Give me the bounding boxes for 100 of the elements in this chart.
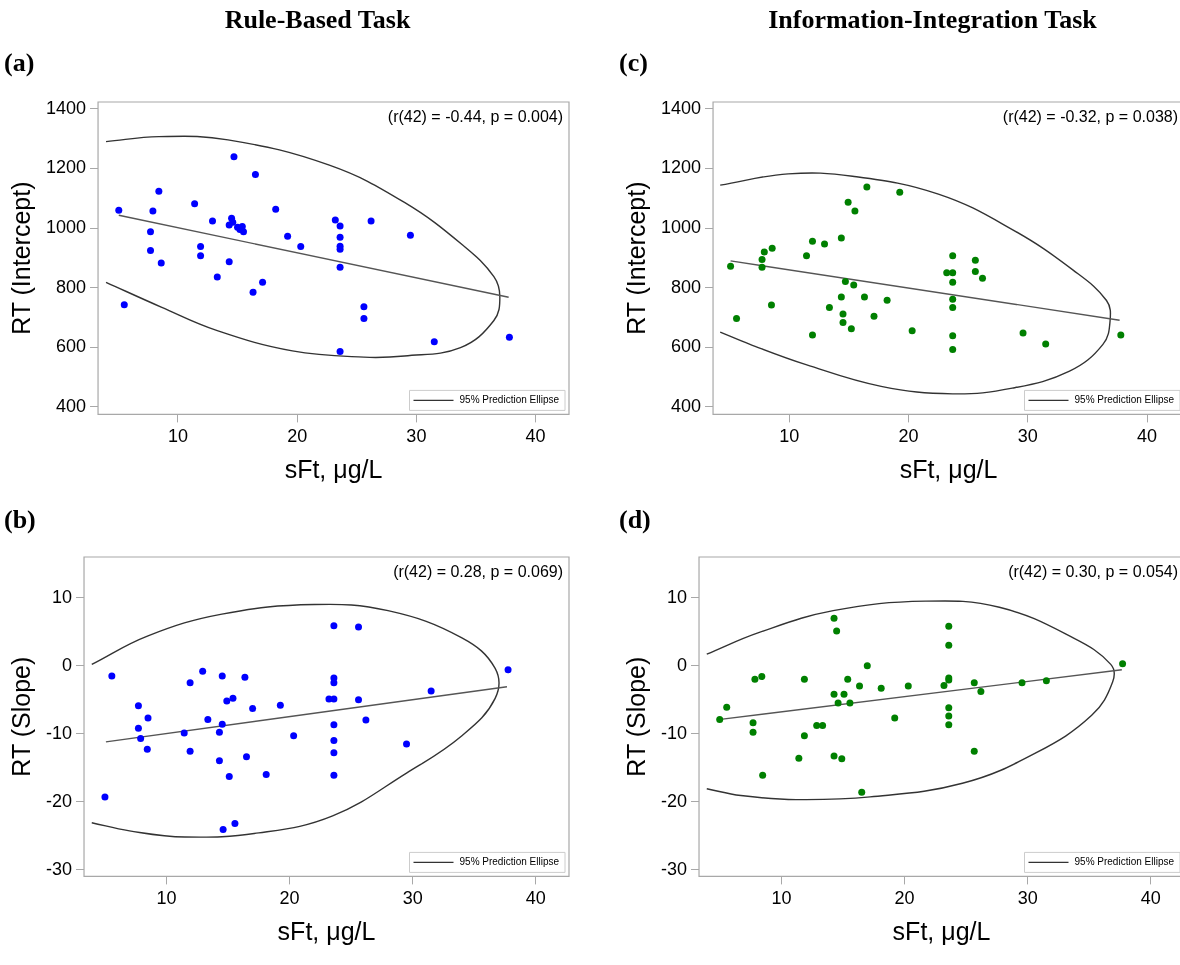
point	[360, 314, 368, 322]
point	[850, 281, 858, 289]
point	[272, 205, 280, 213]
point	[360, 303, 368, 311]
point	[330, 736, 338, 744]
point	[505, 333, 513, 341]
point	[945, 712, 953, 720]
y-tick-label: -10	[46, 722, 73, 743]
point	[137, 734, 145, 742]
point	[143, 745, 151, 753]
point	[430, 338, 438, 346]
point	[760, 248, 768, 256]
point	[330, 622, 338, 630]
point	[949, 303, 957, 311]
point	[229, 694, 237, 702]
x-tick-label: 30	[406, 426, 427, 447]
annotation: (r(42) = -0.44, p = 0.004)	[387, 108, 563, 126]
line-series	[105, 135, 501, 359]
y-tick-label: 1000	[661, 217, 702, 238]
point	[949, 332, 957, 340]
y-axis-title: RT (Intercept)	[6, 181, 35, 335]
point	[949, 278, 957, 286]
point	[883, 296, 891, 304]
point	[943, 269, 951, 277]
y-tick-label: 400	[56, 395, 87, 416]
point	[949, 345, 957, 353]
point	[155, 187, 163, 195]
point	[977, 688, 985, 696]
point	[847, 325, 855, 333]
point	[197, 252, 205, 260]
x-tick-label: 30	[1017, 426, 1038, 447]
point	[1019, 329, 1027, 337]
point	[406, 231, 414, 239]
point	[199, 667, 207, 675]
point	[355, 696, 363, 704]
chart-title: Information-Integration Task	[767, 4, 1098, 36]
x-tick-label: 30	[1017, 888, 1038, 909]
y-tick-label: 800	[56, 276, 87, 297]
x-tick-label: 20	[279, 888, 300, 909]
legend-label: 95% Prediction Ellipse	[1074, 856, 1175, 868]
y-tick-label: 1400	[661, 97, 702, 118]
point	[758, 263, 766, 271]
point	[800, 675, 808, 683]
point	[284, 232, 292, 240]
y-axis-title: RT (Intercept)	[621, 181, 650, 335]
y-axis-title: RT (Slope)	[6, 656, 35, 777]
point	[213, 273, 221, 281]
y-tick-label: 1200	[661, 157, 702, 178]
x-tick-label: 20	[898, 426, 919, 447]
x-axis-title: sFt, μg/L	[899, 454, 998, 483]
annotation: (r(42) = 0.30, p = 0.054)	[1008, 563, 1178, 581]
point	[276, 701, 284, 709]
x-tick-label: 20	[287, 426, 308, 447]
y-tick-label: 800	[671, 276, 702, 297]
point	[367, 217, 375, 225]
point	[249, 705, 257, 713]
x-tick-label: 20	[894, 888, 915, 909]
point	[223, 697, 231, 705]
point	[979, 274, 986, 282]
point	[837, 293, 845, 301]
point	[1018, 679, 1026, 687]
legend-label: 95% Prediction Ellipse	[459, 394, 560, 406]
chart-title: (b)	[3, 505, 37, 536]
point	[723, 703, 731, 711]
y-tick-label: 10	[51, 586, 73, 607]
y-tick-label: 1200	[46, 157, 87, 178]
x-tick-label: 10	[167, 426, 188, 447]
point	[758, 673, 766, 681]
point	[331, 216, 339, 224]
x-tick-label: 40	[1140, 888, 1161, 909]
point	[870, 312, 878, 320]
point	[949, 252, 957, 260]
point	[191, 200, 199, 208]
point	[336, 263, 344, 271]
point	[157, 259, 165, 267]
chart-subtitle: (c)	[618, 48, 649, 79]
point	[218, 672, 226, 680]
point	[837, 234, 845, 242]
y-tick-label: -30	[46, 858, 73, 879]
point	[716, 715, 724, 723]
point	[945, 622, 953, 630]
point	[225, 773, 233, 780]
point	[856, 682, 864, 690]
point	[813, 722, 821, 730]
point	[330, 771, 338, 779]
point	[863, 662, 871, 670]
point	[1119, 660, 1127, 668]
y-tick-label: 0	[62, 654, 73, 675]
point	[860, 293, 868, 301]
point	[904, 682, 912, 690]
point	[197, 243, 205, 251]
point	[209, 217, 216, 225]
x-tick-label: 40	[1137, 426, 1158, 447]
point	[290, 732, 298, 740]
point	[830, 690, 838, 698]
point	[219, 826, 227, 834]
point	[945, 721, 953, 729]
point	[336, 222, 344, 230]
point	[800, 732, 808, 740]
point	[243, 753, 250, 761]
